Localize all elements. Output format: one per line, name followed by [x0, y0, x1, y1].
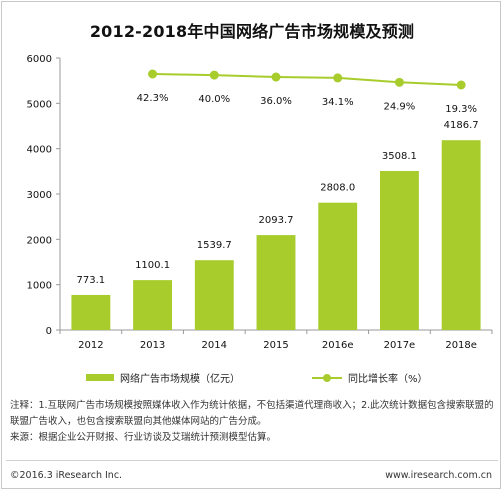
growth-rate-point [271, 72, 281, 82]
bar [194, 260, 234, 330]
growth-rate-label: 24.9% [384, 101, 416, 112]
bar-value-label: 1100.1 [135, 260, 170, 271]
y-tick-label: 5000 [27, 99, 52, 110]
source-text: 来源：根据企业公开财报、行业访谈及艾瑞统计预测模型估算。 [10, 432, 277, 443]
x-tick-label: 2015 [263, 340, 288, 351]
y-tick-label: 4000 [27, 145, 52, 156]
growth-rate-point [148, 69, 158, 79]
chart-legend: 网络广告市场规模（亿元） 同比增长率（%） [0, 368, 504, 386]
y-tick-label: 3000 [27, 190, 52, 201]
growth-rate-point [394, 77, 404, 87]
bar [318, 202, 358, 330]
growth-rate-point [209, 70, 219, 80]
legend-item-bar: 网络广告市场规模（亿元） [86, 368, 240, 386]
bar-value-label: 773.1 [77, 275, 106, 286]
legend-line-label: 同比增长率（%） [348, 373, 428, 385]
copyright-text: ©2016.3 iResearch Inc. [10, 470, 123, 481]
legend-item-line: 同比增长率（%） [312, 368, 428, 386]
x-tick-label: 2012 [78, 340, 103, 351]
y-tick-label: 0 [46, 326, 52, 337]
footer-divider [6, 460, 498, 461]
x-tick-label: 2013 [140, 340, 165, 351]
bar [71, 294, 111, 330]
x-tick-label: 2016e [322, 340, 354, 351]
growth-rate-label: 34.1% [322, 97, 354, 108]
bar-value-label: 1539.7 [197, 240, 232, 251]
x-tick-label: 2014 [202, 340, 227, 351]
y-tick-label: 2000 [27, 235, 52, 246]
chart-plot: 0 1000 2000 3000 4000 5000 6000 773.1 1100.1 1539… [27, 54, 493, 351]
y-tick-label: 6000 [27, 54, 52, 65]
legend-line-swatch [312, 373, 342, 382]
bar [441, 140, 481, 330]
y-tick-label: 1000 [27, 281, 52, 292]
bar-value-label: 4186.7 [444, 120, 479, 131]
growth-rate-line [152, 73, 462, 86]
legend-bar-swatch [86, 373, 114, 381]
growth-rate-label: 19.3% [445, 104, 477, 115]
growth-rate-point [456, 80, 466, 90]
bar [133, 280, 173, 330]
growth-rate-point [333, 73, 343, 83]
growth-rate-label: 40.0% [198, 94, 230, 105]
bar-value-label: 3508.1 [382, 151, 417, 162]
bar-value-label: 2808.0 [320, 183, 355, 194]
note-text: 注释：1.互联网广告市场规模按照媒体收入作为统计依据，不包括渠道代理商收入；2.… [10, 400, 494, 427]
bar [256, 235, 296, 330]
chart-title: 2012-2018年中国网络广告市场规模及预测 [89, 22, 415, 41]
website-text: www.iresearch.com.cn [385, 470, 492, 481]
bar [379, 170, 419, 330]
growth-rate-label: 36.0% [260, 96, 292, 107]
x-tick-label: 2018e [445, 340, 477, 351]
legend-bar-label: 网络广告市场规模（亿元） [120, 373, 240, 385]
bar-value-label: 2093.7 [259, 215, 294, 226]
chart-notes: 注释：1.互联网广告市场规模按照媒体收入作为统计依据，不包括渠道代理商收入；2.… [10, 398, 496, 446]
x-tick-label: 2017e [384, 340, 416, 351]
growth-rate-label: 42.3% [137, 93, 169, 104]
